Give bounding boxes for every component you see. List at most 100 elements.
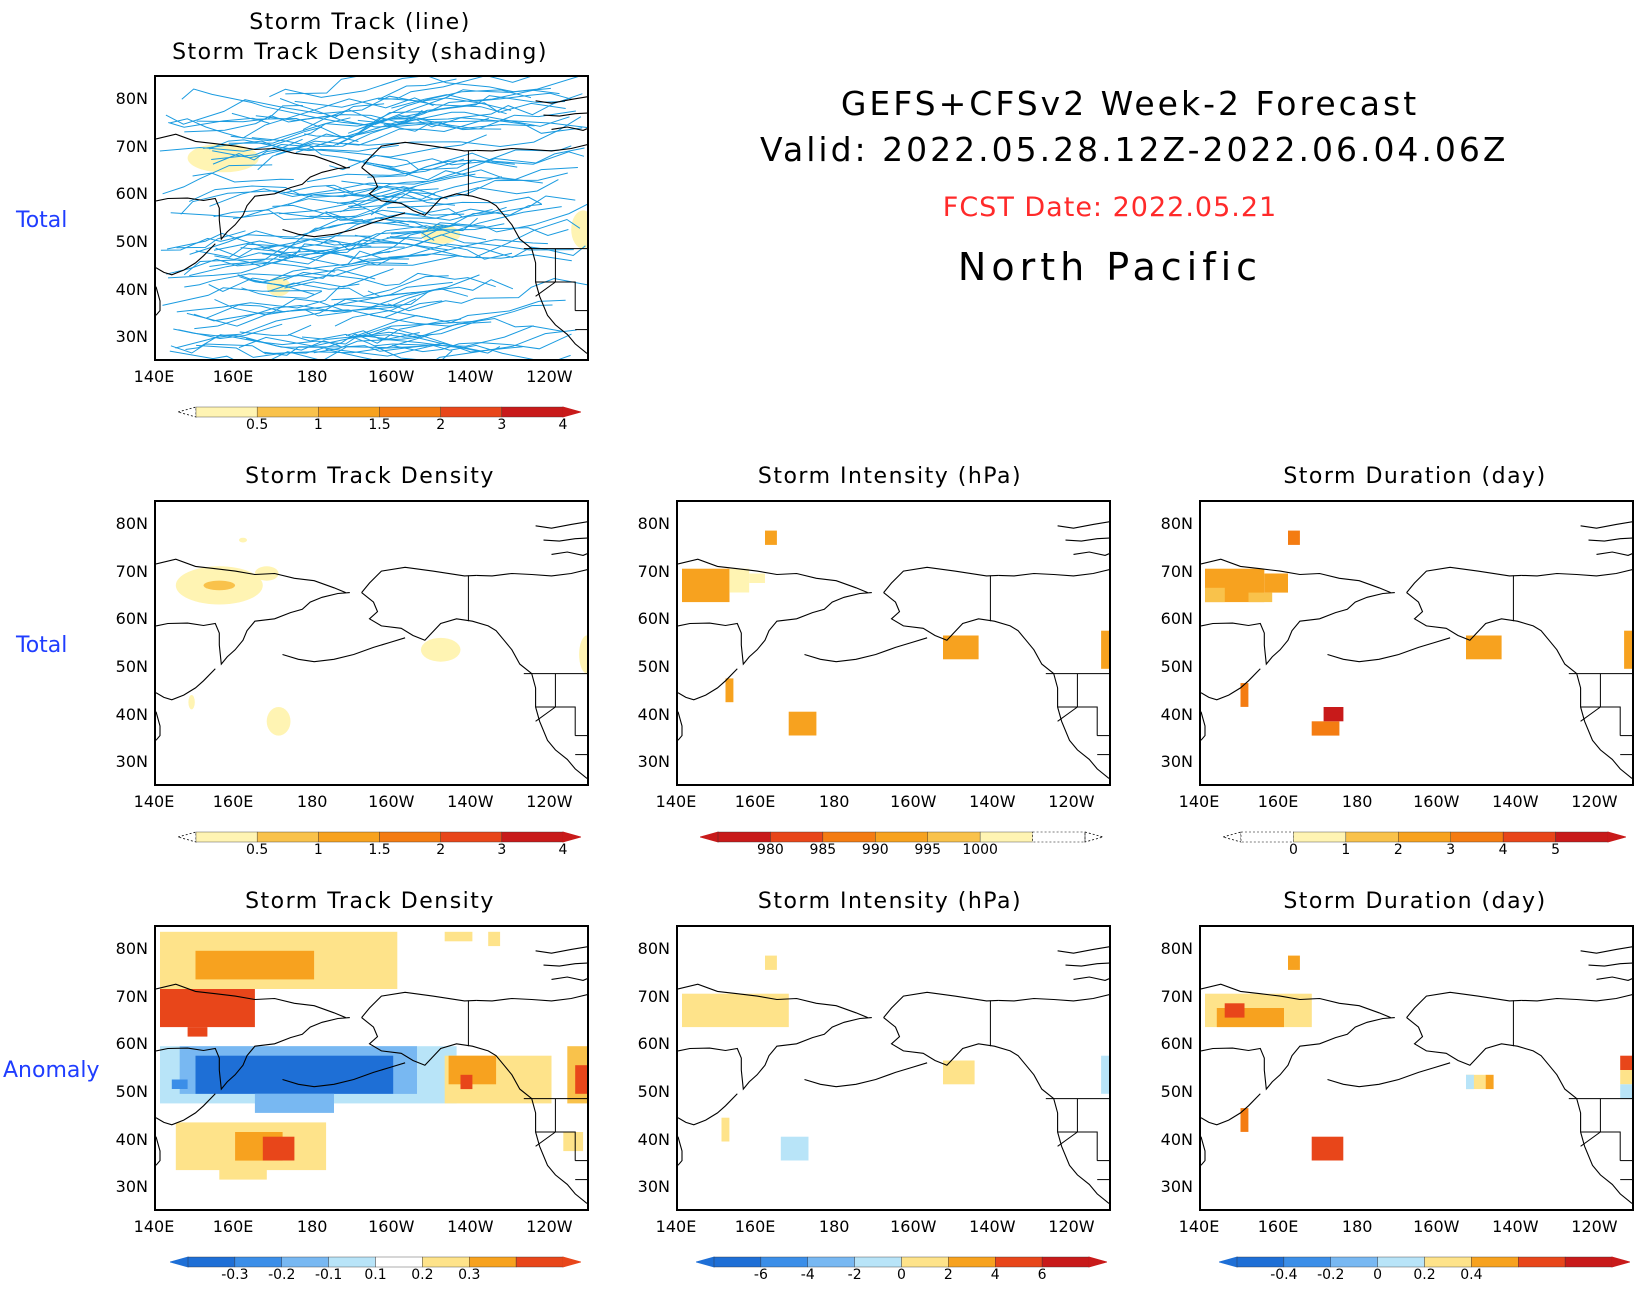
shading: [682, 955, 1109, 1161]
colorbar-tick-label: 4: [558, 842, 568, 858]
colorbar-tick-label: 0.2: [411, 1267, 434, 1283]
lat-tick-label: 60N: [115, 184, 148, 204]
colorbar-density_total: 0.5 1 1.5 2 3 4: [178, 830, 581, 864]
coastlines: [1201, 521, 1632, 779]
lat-tick-label: 40N: [637, 1129, 670, 1149]
panel1-title-line2: Storm Track Density (shading): [172, 40, 548, 65]
lon-tick-label: 160E: [1257, 792, 1299, 811]
lat-tick-label: 50N: [115, 656, 148, 676]
colorbar-tick-label: -6: [753, 1267, 768, 1283]
colorbar-tick-label: 0: [1288, 842, 1298, 858]
lat-tick-label: 70N: [637, 561, 670, 581]
lon-tick-label: 160W: [368, 1217, 415, 1236]
lat-tick-label: 50N: [637, 656, 670, 676]
lat-tick-label: 40N: [1160, 704, 1193, 724]
lat-tick-label: 80N: [115, 513, 148, 533]
lat-tick-label: 80N: [1160, 938, 1193, 958]
lon-tick-label: 140E: [1178, 792, 1220, 811]
lat-tick-label: 40N: [115, 704, 148, 724]
lon-tick-label: 140W: [1492, 792, 1539, 811]
map-storm-track-total: [154, 75, 589, 361]
lon-tick-label: 120W: [1048, 1217, 1095, 1236]
colorbar-tick-label: 0: [1373, 1267, 1383, 1283]
shading: [160, 931, 587, 1180]
lon-tick-label: 160W: [368, 792, 415, 811]
lat-tick-label: 70N: [115, 986, 148, 1006]
lat-tick-label: 70N: [1160, 986, 1193, 1006]
main-title-line1: GEFS+CFSv2 Week-2 Forecast: [840, 84, 1420, 123]
lat-tick-label: 60N: [1160, 1034, 1193, 1054]
colorbar-tick-label: 1.5: [368, 417, 391, 433]
shading: [1205, 530, 1632, 736]
colorbar-tick-label: 980: [757, 842, 784, 858]
lon-tick-label: 140E: [133, 792, 175, 811]
lon-tick-label: 140W: [447, 367, 494, 386]
colorbar-tick-label: 1: [1341, 842, 1351, 858]
lon-tick-label: 140W: [969, 1217, 1016, 1236]
colorbar-density_total: 0.5 1 1.5 2 3 4: [178, 405, 581, 439]
colorbar-tick-label: 0.5: [246, 842, 269, 858]
lon-tick-label: 120W: [526, 792, 573, 811]
lon-tick-label: 140E: [655, 1217, 697, 1236]
region-title: North Pacific: [957, 245, 1263, 289]
shading: [175, 537, 587, 736]
colorbar-tick-label: 4: [990, 1267, 1000, 1283]
colorbar-tick-label: -2: [847, 1267, 862, 1283]
colorbar-tick-label: 6: [1037, 1267, 1047, 1283]
colorbar-tick-label: 5: [1551, 842, 1561, 858]
lon-tick-label: 160E: [734, 1217, 776, 1236]
colorbar-tick-label: 1: [313, 417, 323, 433]
panel4-title: Storm Duration (day): [1283, 464, 1547, 489]
storm-track-lines: [159, 77, 587, 359]
lon-tick-label: 140W: [447, 1217, 494, 1236]
lat-tick-label: 30N: [115, 1177, 148, 1197]
lon-tick-label: 140W: [1492, 1217, 1539, 1236]
shading: [203, 580, 236, 591]
lat-tick-label: 80N: [1160, 513, 1193, 533]
lon-tick-label: 160E: [212, 367, 254, 386]
lat-tick-label: 70N: [1160, 561, 1193, 581]
shading: [682, 530, 1109, 736]
lon-tick-label: 120W: [526, 1217, 573, 1236]
lat-tick-label: 30N: [637, 752, 670, 772]
row-label-2: Total: [16, 633, 68, 658]
panel7-title: Storm Duration (day): [1283, 889, 1547, 914]
lon-tick-label: 160W: [890, 792, 937, 811]
lat-tick-label: 60N: [637, 1034, 670, 1054]
colorbar-tick-label: 0.3: [458, 1267, 481, 1283]
lat-tick-label: 70N: [115, 136, 148, 156]
lat-tick-label: 80N: [637, 513, 670, 533]
lat-tick-label: 60N: [115, 609, 148, 629]
colorbar-tick-label: 2: [1393, 842, 1403, 858]
lon-tick-label: 160W: [1413, 792, 1460, 811]
lat-tick-label: 60N: [637, 609, 670, 629]
coastlines: [156, 521, 587, 779]
lon-tick-label: 180: [296, 367, 328, 386]
lon-tick-label: 160E: [1257, 1217, 1299, 1236]
lon-tick-label: 140W: [969, 792, 1016, 811]
colorbar-tick-label: 1.5: [368, 842, 391, 858]
lon-tick-label: 120W: [1571, 1217, 1618, 1236]
row-label-3: Anomaly: [3, 1058, 100, 1083]
lat-tick-label: 80N: [115, 88, 148, 108]
colorbar-intensity_total: 980 985 990 995 1000: [700, 830, 1103, 864]
colorbar-intensity_anom: -6 -4 -2 0 2 4 6: [696, 1255, 1107, 1289]
coastlines: [156, 946, 587, 1204]
colorbar-tick-label: 3: [497, 417, 507, 433]
lon-tick-label: 160W: [890, 1217, 937, 1236]
lat-tick-label: 40N: [115, 1129, 148, 1149]
lon-tick-label: 180: [296, 792, 328, 811]
coastlines: [678, 521, 1109, 779]
lon-tick-label: 160W: [368, 367, 415, 386]
colorbar-tick-label: -0.1: [314, 1267, 343, 1283]
main-title-line2: Valid: 2022.05.28.12Z-2022.06.04.06Z: [760, 130, 1509, 169]
panel5-title: Storm Track Density: [245, 889, 495, 914]
colorbar-duration_total: 0 1 2 3 4 5: [1223, 830, 1626, 864]
coastlines: [678, 946, 1109, 1204]
lon-tick-label: 160E: [734, 792, 776, 811]
lon-tick-label: 120W: [526, 367, 573, 386]
colorbar-tick-label: 990: [861, 842, 889, 858]
lon-tick-label: 160E: [212, 1217, 254, 1236]
lon-tick-label: 120W: [1571, 792, 1618, 811]
colorbar-tick-label: 1000: [962, 842, 998, 858]
